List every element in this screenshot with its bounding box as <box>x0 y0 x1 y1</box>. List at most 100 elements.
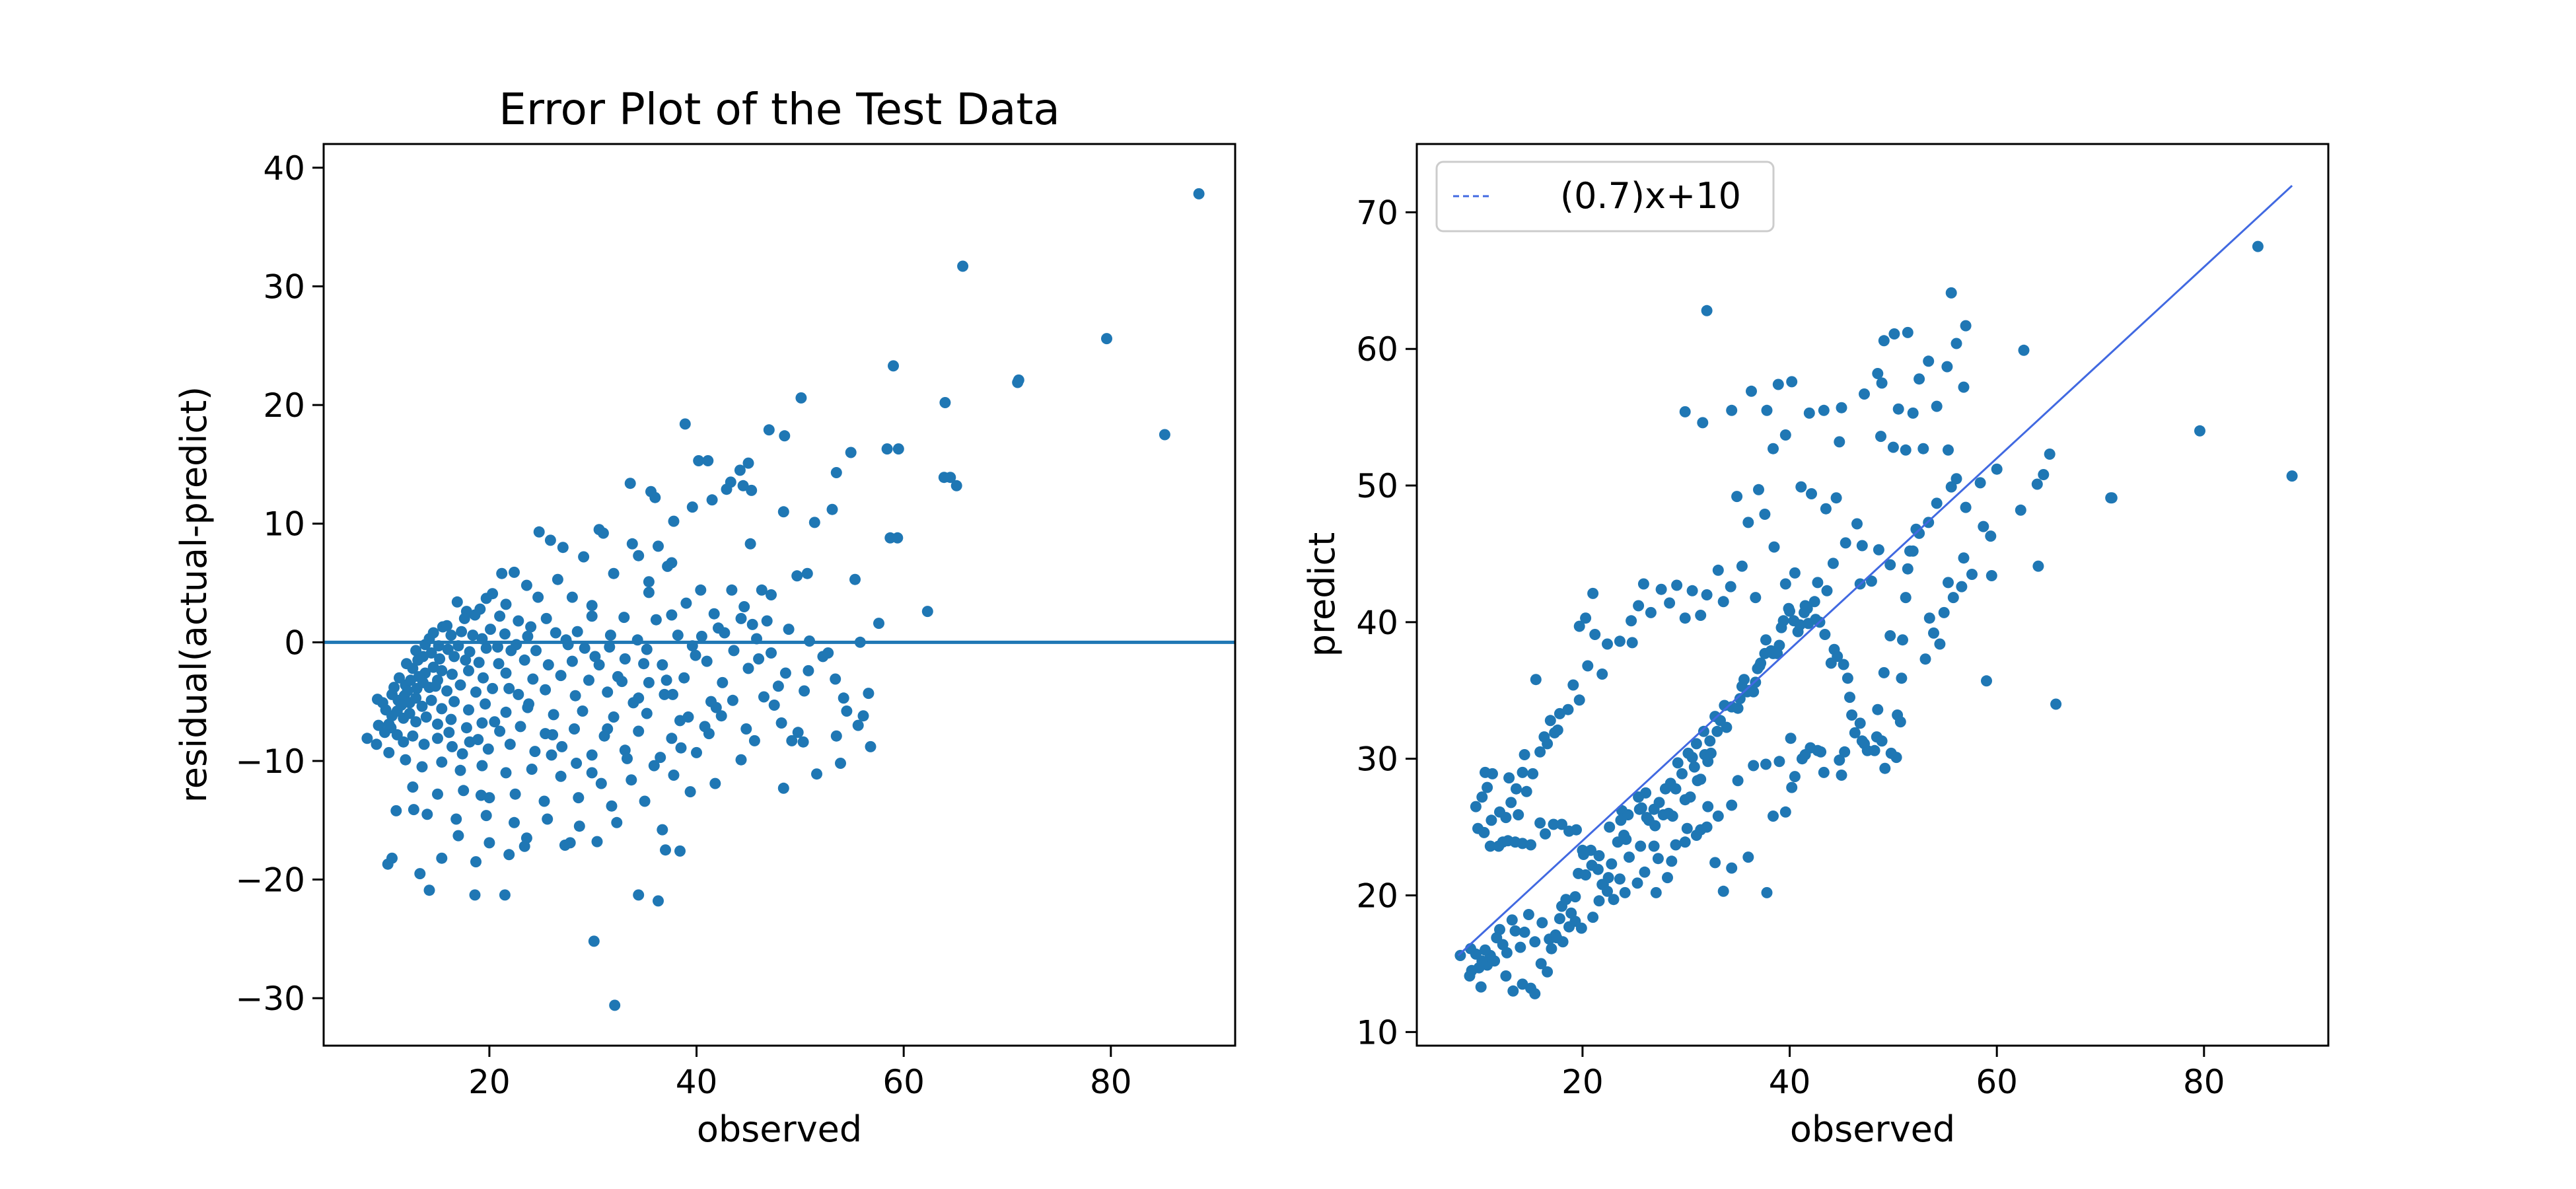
data-point <box>1587 912 1599 923</box>
data-point <box>579 642 590 654</box>
data-point <box>766 647 777 659</box>
plot-area-right <box>1415 143 2330 1047</box>
data-point <box>1834 436 1845 448</box>
data-point <box>1454 950 1466 961</box>
scatter-points-left <box>361 188 1205 1011</box>
data-point <box>641 707 653 719</box>
data-point <box>1509 925 1521 937</box>
data-point <box>1760 634 1771 646</box>
data-point <box>1666 811 1678 822</box>
data-point <box>573 820 585 832</box>
data-point <box>445 713 457 725</box>
x-axis-label-right: observed <box>1790 1108 1955 1150</box>
data-point <box>608 567 620 579</box>
data-point <box>509 788 521 800</box>
data-point <box>662 560 674 572</box>
data-point <box>1945 481 1957 493</box>
data-point <box>489 716 501 728</box>
data-point <box>448 696 460 707</box>
data-point <box>1978 521 1989 532</box>
data-point <box>742 457 754 469</box>
data-point <box>1534 817 1546 829</box>
data-point <box>643 576 655 588</box>
data-point <box>1717 596 1729 608</box>
data-point <box>1773 639 1785 651</box>
data-point <box>1760 758 1771 770</box>
data-point <box>678 672 690 684</box>
data-point <box>604 641 616 653</box>
data-point <box>1742 851 1754 863</box>
data-point <box>593 659 605 670</box>
data-point <box>1726 862 1738 874</box>
data-point <box>432 788 443 800</box>
data-point <box>1878 335 1890 347</box>
data-point <box>643 587 655 598</box>
y-tick-label: 10 <box>263 505 305 544</box>
data-point <box>1840 537 1851 549</box>
x-axis-left: 20 40 60 80 <box>468 1046 1132 1101</box>
data-point <box>1890 752 1902 764</box>
data-point <box>797 736 809 748</box>
data-point <box>674 845 686 857</box>
y-tick-label: 20 <box>263 386 305 425</box>
data-point <box>1470 801 1482 812</box>
data-point <box>713 622 724 634</box>
data-point <box>618 612 630 624</box>
data-point <box>799 685 810 697</box>
data-point <box>826 503 838 515</box>
data-point <box>746 484 758 496</box>
data-point <box>1731 491 1743 503</box>
data-point <box>1721 721 1733 733</box>
data-point <box>467 630 479 641</box>
data-point <box>1571 824 1582 836</box>
data-point <box>1876 735 1888 747</box>
data-point <box>1476 791 1488 803</box>
y-tick-label: −20 <box>235 861 305 900</box>
data-point <box>1478 826 1490 838</box>
data-point <box>653 540 664 552</box>
data-point <box>841 705 853 717</box>
data-point <box>643 676 655 688</box>
data-point <box>499 889 511 901</box>
data-point <box>811 768 822 780</box>
data-point <box>888 360 899 372</box>
data-point <box>641 643 653 655</box>
data-point <box>500 667 512 679</box>
data-point <box>1884 630 1896 641</box>
data-point <box>627 697 639 709</box>
data-point <box>881 443 893 455</box>
data-point <box>668 515 680 527</box>
data-point <box>513 615 524 627</box>
data-point <box>1878 667 1890 678</box>
data-point <box>1919 653 1931 665</box>
data-point <box>1779 578 1791 590</box>
data-point <box>418 739 430 750</box>
data-point <box>1785 733 1797 744</box>
data-point <box>1503 772 1515 784</box>
data-point <box>1519 749 1530 760</box>
data-point <box>1887 441 1899 453</box>
data-point <box>1635 802 1647 814</box>
data-point <box>1697 417 1709 429</box>
data-point <box>1784 605 1795 617</box>
data-point <box>1507 985 1519 997</box>
data-point <box>586 610 598 622</box>
data-point <box>849 573 861 585</box>
data-point <box>1902 563 1914 575</box>
data-point <box>742 663 754 674</box>
data-point <box>2015 504 2026 516</box>
data-point <box>1818 404 1830 416</box>
data-point <box>1527 768 1539 779</box>
data-point <box>1159 429 1170 441</box>
data-point <box>1546 943 1557 955</box>
data-point <box>1589 629 1601 640</box>
data-point <box>1938 606 1950 618</box>
data-point <box>1789 567 1801 579</box>
data-point <box>1560 894 1572 906</box>
data-point <box>487 588 499 600</box>
data-point <box>653 895 664 907</box>
data-point <box>483 837 495 849</box>
data-point <box>763 424 775 436</box>
data-point <box>472 734 484 746</box>
data-point <box>1875 431 1886 443</box>
